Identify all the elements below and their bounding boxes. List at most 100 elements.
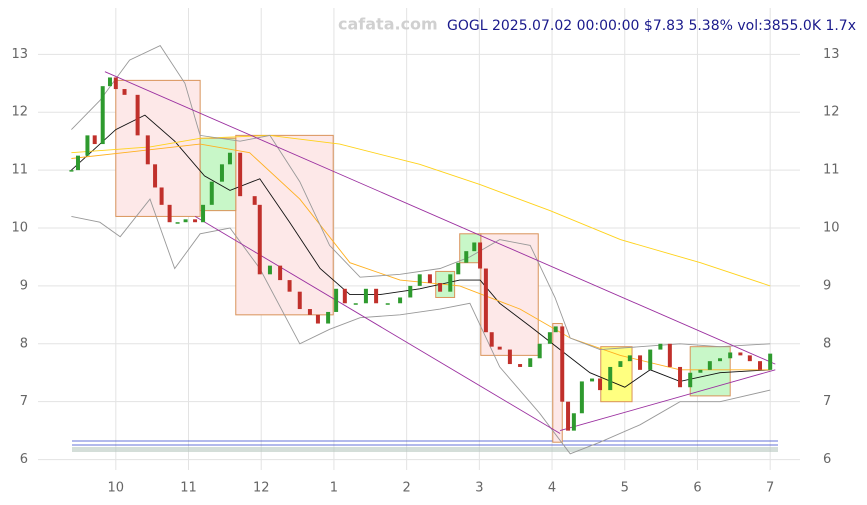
candle [627, 355, 632, 362]
candle [718, 358, 723, 362]
candle [175, 222, 180, 224]
candle [438, 283, 443, 292]
y-tick-label: 9 [20, 278, 28, 293]
candle [145, 135, 150, 165]
candle [707, 361, 712, 370]
volume-band [72, 447, 778, 452]
x-tick-label: 6 [693, 481, 701, 496]
zone [600, 346, 633, 403]
candle [590, 378, 595, 382]
candle [667, 343, 672, 367]
x-tick-label: 2 [402, 481, 410, 496]
zone [480, 233, 539, 356]
zone [459, 233, 482, 264]
candle [326, 311, 331, 324]
zone [689, 346, 731, 397]
y-tick-label: 7 [20, 394, 28, 409]
candle [464, 251, 469, 263]
candle [698, 369, 703, 373]
candle [758, 361, 763, 370]
x-tick-label: 1 [330, 481, 338, 496]
candle [297, 291, 302, 310]
x-tick-label: 7 [766, 481, 774, 496]
candle [113, 77, 118, 90]
candle [768, 353, 773, 370]
candle [478, 242, 483, 269]
indicator-line [71, 134, 771, 287]
y-tick-label: 12 [823, 105, 840, 120]
candle [85, 135, 90, 156]
x-tick-label: 12 [253, 481, 270, 496]
candle [489, 332, 494, 347]
candle [374, 288, 379, 304]
candle [278, 265, 283, 281]
indicator-line [71, 45, 771, 351]
candle [385, 303, 390, 305]
candle [608, 366, 613, 391]
candle [738, 352, 743, 356]
candle [287, 280, 292, 292]
y-tick-label: 11 [823, 163, 840, 178]
indicator-line [71, 198, 771, 455]
y-tick-label: 11 [11, 163, 28, 178]
candle [598, 378, 603, 391]
candle [507, 349, 512, 365]
y-tick-label: 10 [823, 221, 840, 236]
candle [553, 326, 558, 333]
candle [342, 288, 347, 304]
x-tick-label: 5 [621, 481, 629, 496]
candle [209, 181, 214, 205]
candle [678, 366, 683, 388]
candle [566, 401, 571, 431]
trend-line [194, 216, 561, 434]
candle [658, 343, 663, 350]
candle [408, 285, 413, 298]
y-tick-label: 12 [11, 105, 28, 120]
candle [307, 309, 312, 315]
volume-strip [72, 440, 778, 452]
candle [353, 303, 358, 305]
y-tick-label: 7 [823, 394, 831, 409]
candle [571, 413, 576, 431]
candle [100, 86, 105, 145]
candle [159, 187, 164, 205]
candle [728, 352, 733, 359]
candle [398, 297, 403, 304]
candle [456, 262, 461, 275]
candle [183, 219, 188, 223]
indicator-line [71, 114, 771, 388]
candle [537, 343, 542, 359]
watermark: cafata.com [338, 15, 438, 34]
y-tick-label: 8 [823, 336, 831, 351]
candle [427, 274, 432, 283]
zone [199, 137, 237, 212]
candle [219, 164, 224, 182]
candle [107, 77, 112, 87]
candle [638, 355, 643, 370]
candle [75, 155, 80, 171]
candle [518, 364, 523, 367]
x-tick-label: 10 [108, 481, 125, 496]
candle [560, 326, 565, 402]
candle [618, 361, 623, 367]
zone [235, 134, 334, 316]
candle [579, 381, 584, 414]
candle [122, 89, 127, 95]
candle [688, 372, 693, 388]
candle [648, 349, 653, 370]
plot-back [38, 8, 800, 470]
candle [483, 268, 488, 333]
y-tick-label: 6 [823, 452, 831, 467]
candle [167, 204, 172, 223]
candle [92, 135, 97, 145]
x-tick-label: 3 [475, 481, 483, 496]
candle [528, 358, 533, 367]
candle [363, 288, 368, 304]
y-tick-label: 10 [11, 221, 28, 236]
y-tick-label: 13 [823, 47, 840, 62]
candle [201, 204, 206, 223]
candle [547, 332, 552, 344]
candle [448, 274, 453, 292]
candle [135, 94, 140, 136]
x-tick-label: 11 [180, 481, 197, 496]
